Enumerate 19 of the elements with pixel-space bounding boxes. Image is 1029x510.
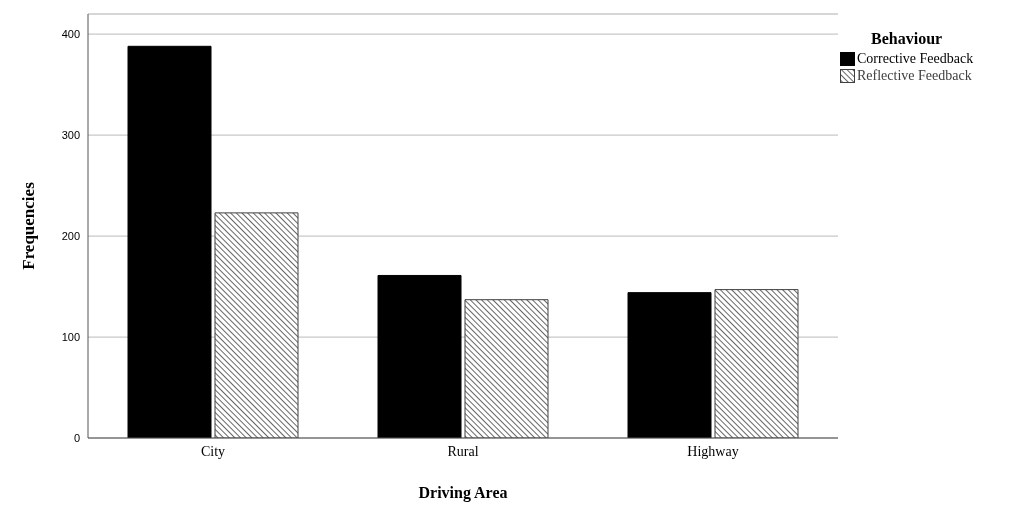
y-tick-label: 100 (61, 330, 80, 343)
y-tick-label: 300 (61, 129, 80, 142)
bar (627, 292, 712, 438)
bar (214, 212, 299, 438)
text: Reflective Feedback (857, 67, 972, 84)
x-axis-title: Driving Area (418, 484, 508, 502)
y-axis-title: Frequencies (19, 181, 39, 270)
x-tick-label: Rural (447, 443, 479, 459)
bar (464, 299, 549, 438)
x-tick-label: City (200, 443, 226, 459)
bar (127, 45, 212, 438)
y-tick-label: 200 (61, 230, 80, 242)
y-tick-label: 400 (61, 28, 80, 41)
bar (714, 289, 799, 438)
legend-label: Corrective Feedback (857, 50, 974, 67)
bar (377, 274, 462, 438)
legend-title: Behaviour (870, 30, 944, 48)
x-tick-label: Highway (687, 443, 739, 459)
y-tick-label: 0 (73, 431, 80, 444)
